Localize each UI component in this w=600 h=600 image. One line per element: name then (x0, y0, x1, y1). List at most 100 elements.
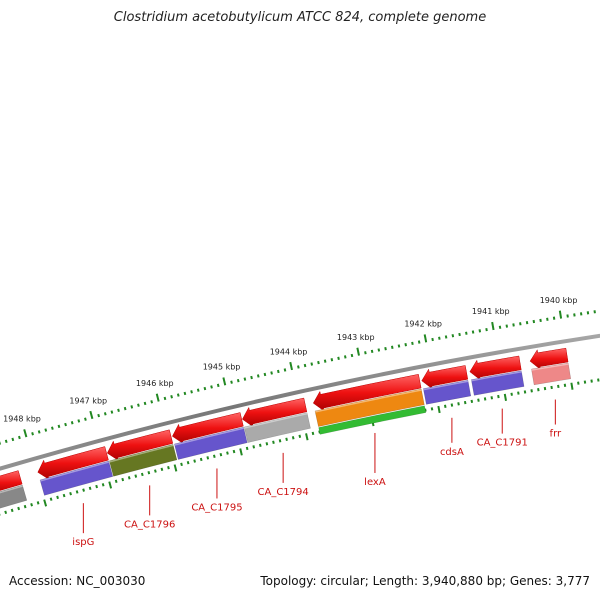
minor-tick (519, 322, 522, 326)
inner-minor-tick (252, 445, 256, 449)
scale-label: 1947 kbp (69, 396, 107, 405)
minor-tick (51, 426, 54, 430)
minor-tick (343, 355, 347, 359)
minor-tick (190, 390, 193, 394)
annotation-track (0, 362, 572, 510)
inner-minor-tick (470, 399, 474, 404)
scale-label: 1944 kbp (270, 347, 308, 356)
annotation-highlight (471, 371, 522, 382)
annotation-band[interactable] (39, 460, 114, 496)
inner-minor-tick (56, 495, 59, 500)
gene-arrow-CA_C1796[interactable] (106, 429, 174, 462)
minor-tick (451, 334, 455, 338)
minor-tick (236, 378, 240, 383)
inner-minor-tick (193, 459, 196, 463)
gene-arrow-frr[interactable] (529, 347, 569, 371)
genome-backbone (0, 333, 600, 471)
inner-minor-tick (232, 449, 236, 454)
inner-minor-tick (101, 483, 105, 487)
minor-tick (18, 435, 21, 440)
major-tick (558, 310, 563, 319)
gene-arrow[interactable] (0, 470, 23, 495)
inner-minor-tick (17, 506, 21, 511)
annotation-highlight (423, 380, 469, 391)
inner-minor-tick (134, 474, 138, 478)
minor-tick (505, 324, 509, 328)
major-tick (89, 410, 94, 420)
gene-arrow-ispG[interactable] (37, 446, 109, 481)
major-tick (222, 377, 227, 386)
annotation-band[interactable] (531, 362, 572, 386)
major-tick (491, 321, 495, 331)
scale-ticks: 1948 kbp 1947 kbp 1946 kbp 1945 kbp 1944 kbp… (0, 296, 600, 516)
inner-minor-tick (510, 392, 513, 396)
inner-minor-tick (444, 404, 447, 408)
minor-tick (57, 424, 61, 429)
inner-minor-tick (69, 492, 72, 496)
inner-minor-tick (180, 462, 183, 467)
gene-arrow-CA_C1794[interactable] (242, 397, 308, 428)
annotation-band[interactable] (243, 412, 311, 443)
minor-tick (471, 330, 475, 334)
minor-tick (250, 375, 253, 380)
annotation-band[interactable] (109, 444, 178, 477)
annotation-band[interactable] (0, 484, 28, 510)
inner-minor-tick (160, 467, 164, 472)
annotation-band-secondary[interactable] (318, 405, 427, 435)
scale-label: 1948 kbp (3, 415, 41, 424)
minor-tick (103, 412, 107, 416)
inner-major-tick (108, 481, 113, 489)
inner-minor-tick (82, 488, 85, 492)
inner-minor-tick (430, 407, 434, 411)
inner-minor-tick (75, 490, 79, 494)
minor-tick (317, 360, 320, 365)
inner-minor-tick (258, 443, 262, 448)
inner-minor-tick (457, 402, 460, 406)
minor-tick (143, 401, 147, 406)
inner-minor-tick (23, 504, 27, 509)
annotation-highlight (174, 427, 244, 446)
minor-tick (276, 369, 280, 374)
minor-tick (478, 329, 482, 333)
gene-label-CA_C1796: CA_C1796 (124, 519, 175, 530)
annotation-band[interactable] (174, 426, 248, 460)
minor-tick (384, 347, 387, 351)
inner-major-tick (43, 499, 48, 507)
minor-tick (31, 432, 34, 436)
minor-tick (243, 377, 247, 381)
minor-tick (377, 348, 381, 352)
minor-tick (525, 320, 529, 325)
annotation-highlight (0, 485, 23, 494)
inner-minor-tick (199, 457, 203, 462)
gene-label-lexA: lexA (364, 477, 386, 488)
scale-label: 1941 kbp (472, 307, 510, 316)
minor-tick (196, 388, 200, 392)
annotation-band[interactable] (422, 379, 472, 405)
gene-arrow-cdsA[interactable] (421, 365, 469, 390)
inner-minor-tick (219, 452, 223, 457)
minor-tick (216, 383, 220, 388)
major-tick (289, 361, 293, 371)
gene-arrow-lexA[interactable] (312, 374, 422, 412)
inner-minor-tick (278, 439, 282, 443)
inner-minor-tick (154, 469, 157, 473)
minor-tick (485, 327, 488, 332)
minor-tick (438, 336, 441, 340)
inner-minor-tick (36, 501, 40, 505)
scale-label: 1942 kbp (404, 320, 442, 329)
gene-arrow-CA_C1795[interactable] (172, 412, 244, 445)
inner-minor-tick (186, 461, 190, 465)
inner-minor-tick (147, 471, 151, 475)
gene-arrow-CA_C1791[interactable] (469, 355, 522, 381)
minor-tick (458, 332, 461, 337)
inner-minor-tick (95, 484, 98, 489)
annotation-band[interactable] (470, 370, 525, 396)
annotation-band[interactable] (314, 388, 425, 427)
minor-tick (323, 359, 327, 363)
minor-tick (150, 400, 154, 404)
minor-tick (310, 362, 314, 366)
gene-track (0, 347, 569, 495)
minor-tick (411, 341, 414, 346)
minor-tick (270, 371, 273, 375)
minor-tick (163, 396, 167, 401)
